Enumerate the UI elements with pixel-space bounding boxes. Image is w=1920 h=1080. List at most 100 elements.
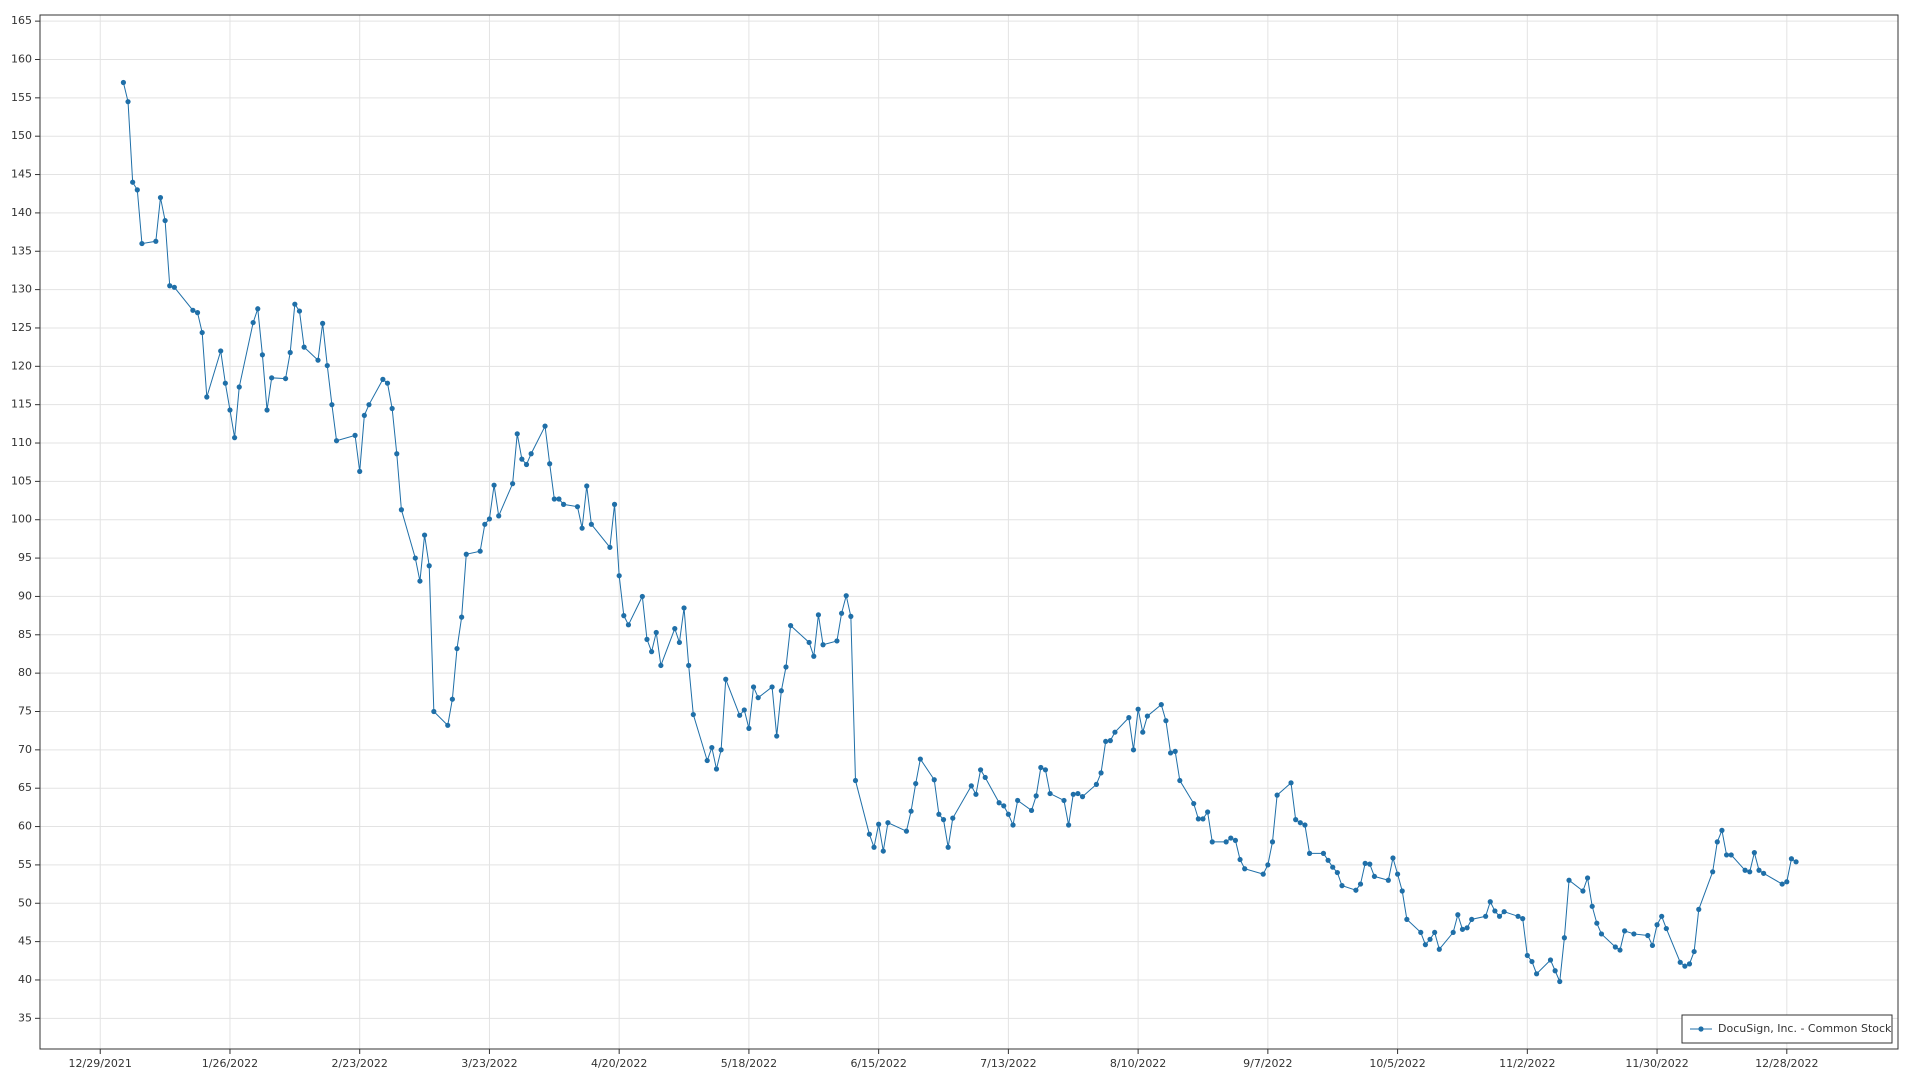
- data-point: [1496, 913, 1503, 919]
- x-tick-label: 12/29/2021: [69, 1057, 132, 1070]
- data-point: [454, 645, 460, 652]
- data-point: [389, 405, 395, 412]
- data-point: [1130, 747, 1137, 753]
- y-tick-label: 60: [18, 820, 32, 833]
- data-point: [1404, 916, 1410, 922]
- data-point: [1103, 738, 1109, 745]
- data-point: [644, 636, 650, 642]
- data-point: [1107, 738, 1113, 744]
- data-point: [1038, 764, 1044, 771]
- data-point: [329, 402, 335, 408]
- data-point: [120, 79, 127, 86]
- data-point: [1098, 770, 1104, 776]
- data-point: [607, 544, 613, 550]
- data-point: [783, 664, 789, 670]
- data-point: [1557, 978, 1563, 985]
- data-point: [1580, 888, 1586, 894]
- data-point: [1399, 888, 1405, 894]
- x-tick-label: 4/20/2022: [591, 1057, 647, 1070]
- data-point: [1487, 899, 1493, 905]
- data-point: [1223, 839, 1229, 845]
- data-point: [1561, 935, 1567, 941]
- data-point: [157, 194, 164, 201]
- data-point: [459, 614, 465, 620]
- data-point: [1112, 729, 1118, 735]
- data-point: [848, 613, 854, 619]
- data-point: [1622, 928, 1628, 934]
- data-point: [320, 320, 326, 326]
- data-point: [1070, 791, 1076, 797]
- data-point: [398, 507, 405, 513]
- x-tick-label: 2/23/2022: [332, 1057, 388, 1070]
- data-point: [741, 707, 747, 713]
- data-point: [1293, 817, 1299, 823]
- data-point: [547, 461, 553, 467]
- data-point: [324, 362, 330, 369]
- data-point: [1742, 867, 1748, 873]
- x-tick-label: 1/26/2022: [202, 1057, 258, 1070]
- data-point: [1177, 777, 1183, 784]
- data-point: [1005, 811, 1011, 817]
- data-point: [519, 456, 525, 462]
- data-point: [1274, 792, 1280, 798]
- data-point: [737, 712, 743, 718]
- data-point: [287, 349, 293, 356]
- data-point: [1654, 922, 1660, 928]
- data-point: [1459, 926, 1466, 932]
- data-point: [482, 521, 488, 527]
- data-point: [315, 357, 321, 363]
- data-point: [931, 777, 937, 783]
- x-tick-label: 12/28/2022: [1755, 1057, 1818, 1070]
- data-point: [125, 99, 131, 105]
- data-point: [1135, 706, 1141, 712]
- data-point: [1663, 925, 1669, 932]
- data-point: [1450, 929, 1456, 936]
- data-point: [1237, 856, 1243, 863]
- x-tick-label: 10/5/2022: [1369, 1057, 1425, 1070]
- data-point: [1288, 780, 1294, 786]
- data-point: [1682, 963, 1688, 969]
- y-tick-label: 115: [11, 398, 32, 411]
- y-tick-label: 85: [18, 628, 32, 641]
- y-tick-label: 145: [11, 168, 32, 181]
- data-point: [204, 394, 210, 400]
- data-point: [445, 722, 451, 728]
- data-point: [1079, 794, 1086, 800]
- data-point: [672, 626, 678, 632]
- data-point: [1492, 908, 1498, 914]
- data-point: [333, 438, 340, 444]
- data-point: [134, 187, 140, 193]
- data-point: [523, 461, 530, 468]
- data-point: [973, 791, 979, 797]
- y-tick-label: 40: [18, 973, 32, 986]
- data-point: [250, 319, 256, 326]
- data-point: [713, 766, 720, 772]
- x-tick-label: 5/18/2022: [721, 1057, 777, 1070]
- data-point: [1547, 957, 1554, 963]
- data-point: [903, 828, 910, 834]
- data-point: [366, 402, 372, 408]
- data-point: [1061, 797, 1067, 804]
- y-tick-label: 80: [18, 666, 32, 679]
- y-tick-label: 105: [11, 474, 32, 487]
- data-point: [621, 613, 627, 619]
- data-point: [1552, 968, 1558, 974]
- data-point: [259, 352, 266, 358]
- data-point: [1371, 873, 1378, 880]
- y-tick-label: 120: [11, 359, 32, 372]
- data-point: [750, 684, 757, 690]
- data-point: [1325, 857, 1331, 863]
- data-point: [653, 629, 659, 636]
- data-point: [282, 375, 289, 382]
- y-tick-label: 90: [18, 589, 32, 602]
- data-point: [908, 808, 914, 814]
- data-point: [977, 767, 984, 773]
- y-tick-label: 100: [11, 513, 32, 526]
- data-point: [1200, 816, 1206, 822]
- data-point: [815, 612, 822, 618]
- data-point: [227, 407, 233, 413]
- x-tick-label: 8/10/2022: [1110, 1057, 1166, 1070]
- data-point: [871, 844, 877, 850]
- y-tick-label: 75: [18, 704, 32, 717]
- data-point: [1455, 912, 1461, 918]
